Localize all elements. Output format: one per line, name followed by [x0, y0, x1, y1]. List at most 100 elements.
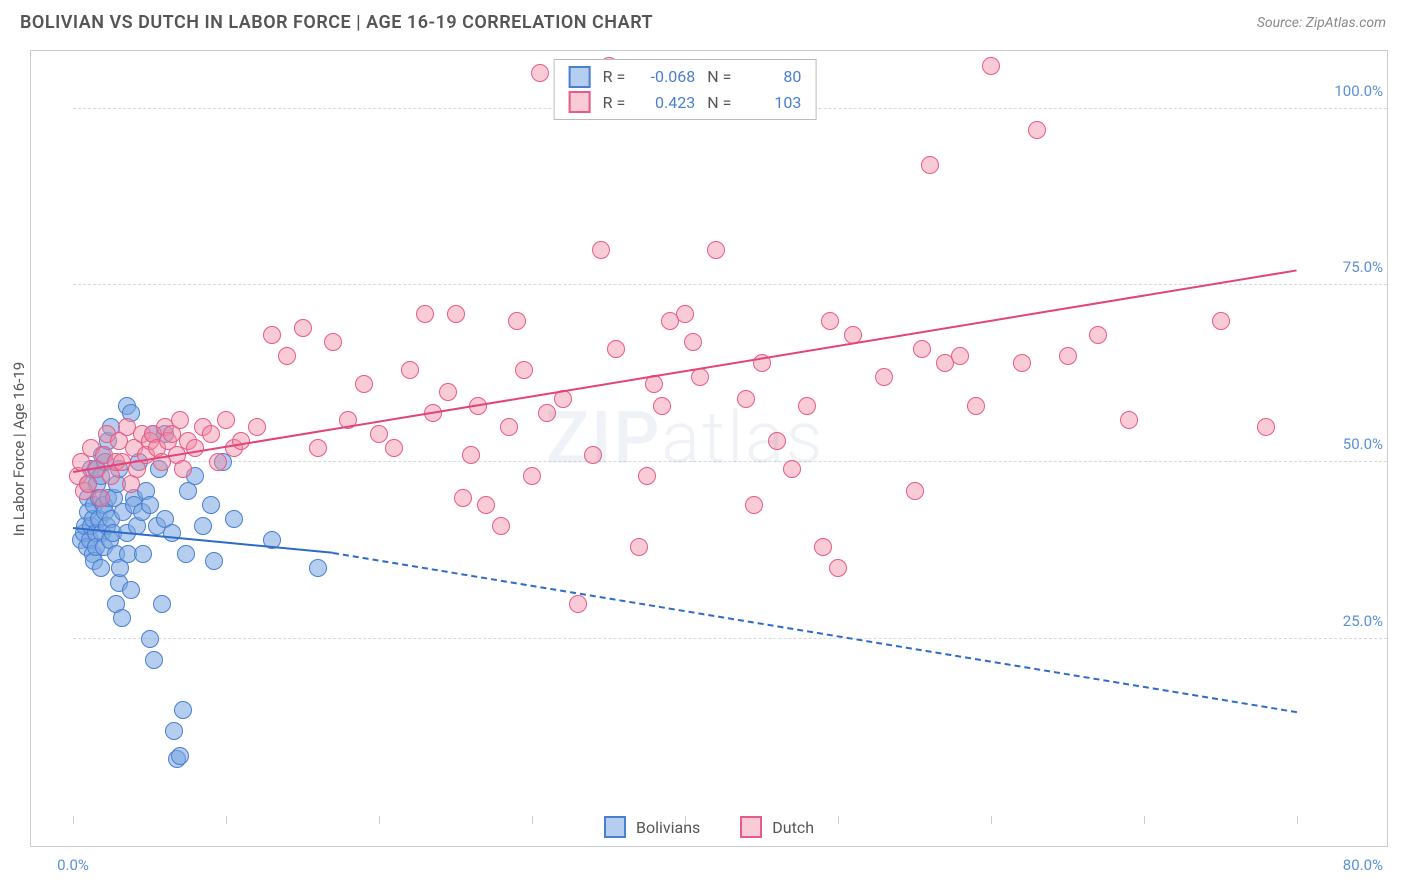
data-point — [209, 453, 227, 471]
legend-swatch — [569, 66, 591, 88]
data-point — [92, 489, 110, 507]
data-point — [324, 333, 342, 351]
trend-line — [73, 269, 1297, 473]
data-point — [745, 496, 763, 514]
data-point — [1212, 312, 1230, 330]
legend-item: Bolivians — [604, 816, 700, 838]
stat-n-value: 80 — [743, 64, 801, 90]
y-tick-label: 50.0% — [1343, 435, 1383, 453]
data-point — [385, 439, 403, 457]
stat-r-value: -0.068 — [637, 64, 695, 90]
legend-label: Dutch — [772, 818, 814, 837]
stat-r-label: R = — [603, 64, 626, 90]
trend-line — [333, 552, 1297, 713]
chart-title: BOLIVIAN VS DUTCH IN LABOR FORCE | AGE 1… — [20, 12, 653, 33]
data-point — [684, 333, 702, 351]
data-point — [165, 722, 183, 740]
data-point — [113, 609, 131, 627]
stat-n-label: N = — [707, 64, 731, 90]
legend-row: R = -0.068 N = 80 — [569, 64, 802, 90]
data-point — [205, 552, 223, 570]
data-point — [1013, 354, 1031, 372]
data-point — [416, 305, 434, 323]
data-point — [829, 559, 847, 577]
data-point — [174, 460, 192, 478]
data-point — [171, 411, 189, 429]
legend-swatch — [569, 91, 591, 113]
data-point — [122, 581, 140, 599]
data-point — [691, 368, 709, 386]
data-point — [1059, 347, 1077, 365]
data-point — [225, 510, 243, 528]
data-point — [194, 517, 212, 535]
data-point — [202, 496, 220, 514]
stat-r-value: 0.423 — [637, 90, 695, 116]
legend-label: Bolivians — [636, 818, 700, 837]
data-point — [707, 241, 725, 259]
data-point — [278, 347, 296, 365]
data-point — [141, 630, 159, 648]
data-point — [951, 347, 969, 365]
data-point — [134, 545, 152, 563]
data-point — [531, 64, 549, 82]
data-point — [607, 340, 625, 358]
data-point — [309, 439, 327, 457]
data-point — [653, 397, 671, 415]
data-point — [153, 595, 171, 613]
data-point — [875, 368, 893, 386]
data-point — [508, 312, 526, 330]
data-point — [186, 439, 204, 457]
data-point — [967, 397, 985, 415]
data-point — [523, 467, 541, 485]
y-tick-label: 75.0% — [1343, 258, 1383, 276]
data-point — [163, 524, 181, 542]
data-point — [821, 312, 839, 330]
y-tick-label: 25.0% — [1343, 612, 1383, 630]
data-point — [515, 361, 533, 379]
data-point — [584, 446, 602, 464]
data-point — [401, 361, 419, 379]
data-point — [592, 241, 610, 259]
data-point — [248, 418, 266, 436]
legend-item: Dutch — [740, 816, 814, 838]
grid-line — [73, 638, 1387, 639]
data-point — [676, 305, 694, 323]
series-legend: Bolivians Dutch — [31, 816, 1387, 838]
legend-row: R = 0.423 N = 103 — [569, 90, 802, 116]
data-point — [171, 747, 189, 765]
data-point — [906, 482, 924, 500]
data-point — [232, 432, 250, 450]
data-point — [737, 390, 755, 408]
data-point — [913, 340, 931, 358]
data-point — [768, 432, 786, 450]
data-point — [454, 489, 472, 507]
data-point — [538, 404, 556, 422]
header: BOLIVIAN VS DUTCH IN LABOR FORCE | AGE 1… — [0, 0, 1406, 41]
plot-area: ZIPatlas R =-0.068N =80R =0.423N =103 25… — [73, 59, 1297, 816]
data-point — [1257, 418, 1275, 436]
grid-line — [73, 284, 1387, 285]
legend-swatch — [740, 816, 762, 838]
data-point — [798, 397, 816, 415]
x-tick-label: 80.0% — [1343, 856, 1383, 874]
data-point — [1028, 121, 1046, 139]
data-point — [370, 425, 388, 443]
data-point — [492, 517, 510, 535]
data-point — [921, 156, 939, 174]
data-point — [177, 545, 195, 563]
data-point — [355, 375, 373, 393]
stat-n-label: N = — [707, 90, 731, 116]
stat-n-value: 103 — [743, 90, 801, 116]
data-point — [638, 467, 656, 485]
data-point — [174, 701, 192, 719]
data-point — [814, 538, 832, 556]
data-point — [202, 425, 220, 443]
data-point — [783, 460, 801, 478]
stat-r-label: R = — [603, 90, 626, 116]
y-tick-label: 100.0% — [1334, 82, 1383, 100]
data-point — [462, 446, 480, 464]
data-point — [1120, 411, 1138, 429]
data-point — [630, 538, 648, 556]
data-point — [500, 418, 518, 436]
data-point — [439, 383, 457, 401]
